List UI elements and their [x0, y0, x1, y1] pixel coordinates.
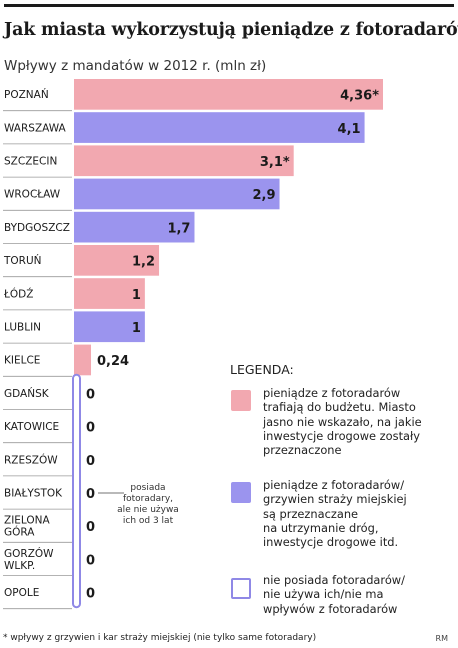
value-label: 3,1* [260, 155, 290, 170]
chart-subtitle: Wpływy z mandatów w 2012 r. (mln zł) [4, 58, 267, 74]
city-label: OPOLE [4, 587, 39, 599]
value-label: 0 [86, 421, 95, 436]
bar [74, 178, 280, 210]
city-label: BIAŁYSTOK [4, 488, 63, 500]
bar [74, 112, 365, 143]
bar [74, 278, 145, 309]
footnote: * wpływy z grzywien i kar straży miejski… [3, 633, 317, 643]
legend-text-purple: pieniądze z fotoradarów/ grzywien straży… [263, 478, 407, 550]
value-label: 1,2 [132, 255, 155, 270]
bar [74, 311, 145, 343]
legend-text-pink: pieniądze z fotoradarów trafiają do budż… [263, 386, 422, 458]
value-label: 0 [86, 487, 95, 502]
bar [74, 79, 383, 110]
no-camera-bracket [72, 373, 81, 609]
chart-title: Jak miasta wykorzystują pieniądze z foto… [4, 20, 458, 40]
legend-swatch-pink [231, 390, 251, 411]
city-label: RZESZÓW [4, 453, 58, 466]
bar [74, 245, 160, 276]
city-label: WROCŁAW [4, 189, 61, 201]
city-label: POZNAŃ [4, 88, 49, 101]
value-label: 4,1 [338, 122, 361, 137]
legend-text-outline: nie posiada fotoradarów/ nie używa ich/n… [263, 573, 405, 616]
bar [74, 344, 92, 376]
city-label: ZIELONA GÓRA [4, 515, 51, 539]
annotation-text: posiada fotoradary, ale nie używa ich od 3 … [117, 483, 179, 526]
value-label: 1 [132, 321, 141, 336]
city-label: KIELCE [4, 355, 40, 367]
city-label: GORZÓW WLKP. [4, 547, 54, 572]
legend-swatch-purple [231, 482, 251, 503]
bar [74, 211, 195, 243]
city-label: WARSZAWA [4, 122, 67, 134]
value-label: 0 [86, 587, 95, 602]
value-label: 0,24 [97, 354, 129, 369]
value-label: 1 [132, 288, 141, 303]
value-label: 4,36* [340, 89, 379, 104]
city-label: KATOWICE [4, 421, 59, 433]
credit: RM [435, 634, 448, 643]
bar [74, 145, 294, 177]
value-label: 0 [86, 387, 95, 402]
city-label: LUBLIN [4, 322, 41, 334]
top-rule [4, 4, 454, 7]
legend-title: LEGENDA: [230, 362, 294, 377]
city-label: ŁÓDŹ [3, 287, 33, 300]
city-label: TORUŃ [3, 254, 42, 267]
city-label: GDAŃSK [4, 387, 50, 400]
legend-swatch-outline [231, 578, 251, 599]
bar-chart: POZNAŃ 4,36* WARSZAWA 4,1 SZCZECIN 3,1* WROCŁA… [3, 79, 383, 610]
value-label: 1,7 [167, 221, 190, 236]
city-label: BYDGOSZCZ [4, 222, 70, 234]
value-label: 0 [86, 520, 95, 535]
value-label: 0 [86, 454, 95, 469]
value-label: 0 [86, 553, 95, 568]
value-label: 2,9 [252, 188, 275, 203]
city-label: SZCZECIN [4, 156, 57, 168]
